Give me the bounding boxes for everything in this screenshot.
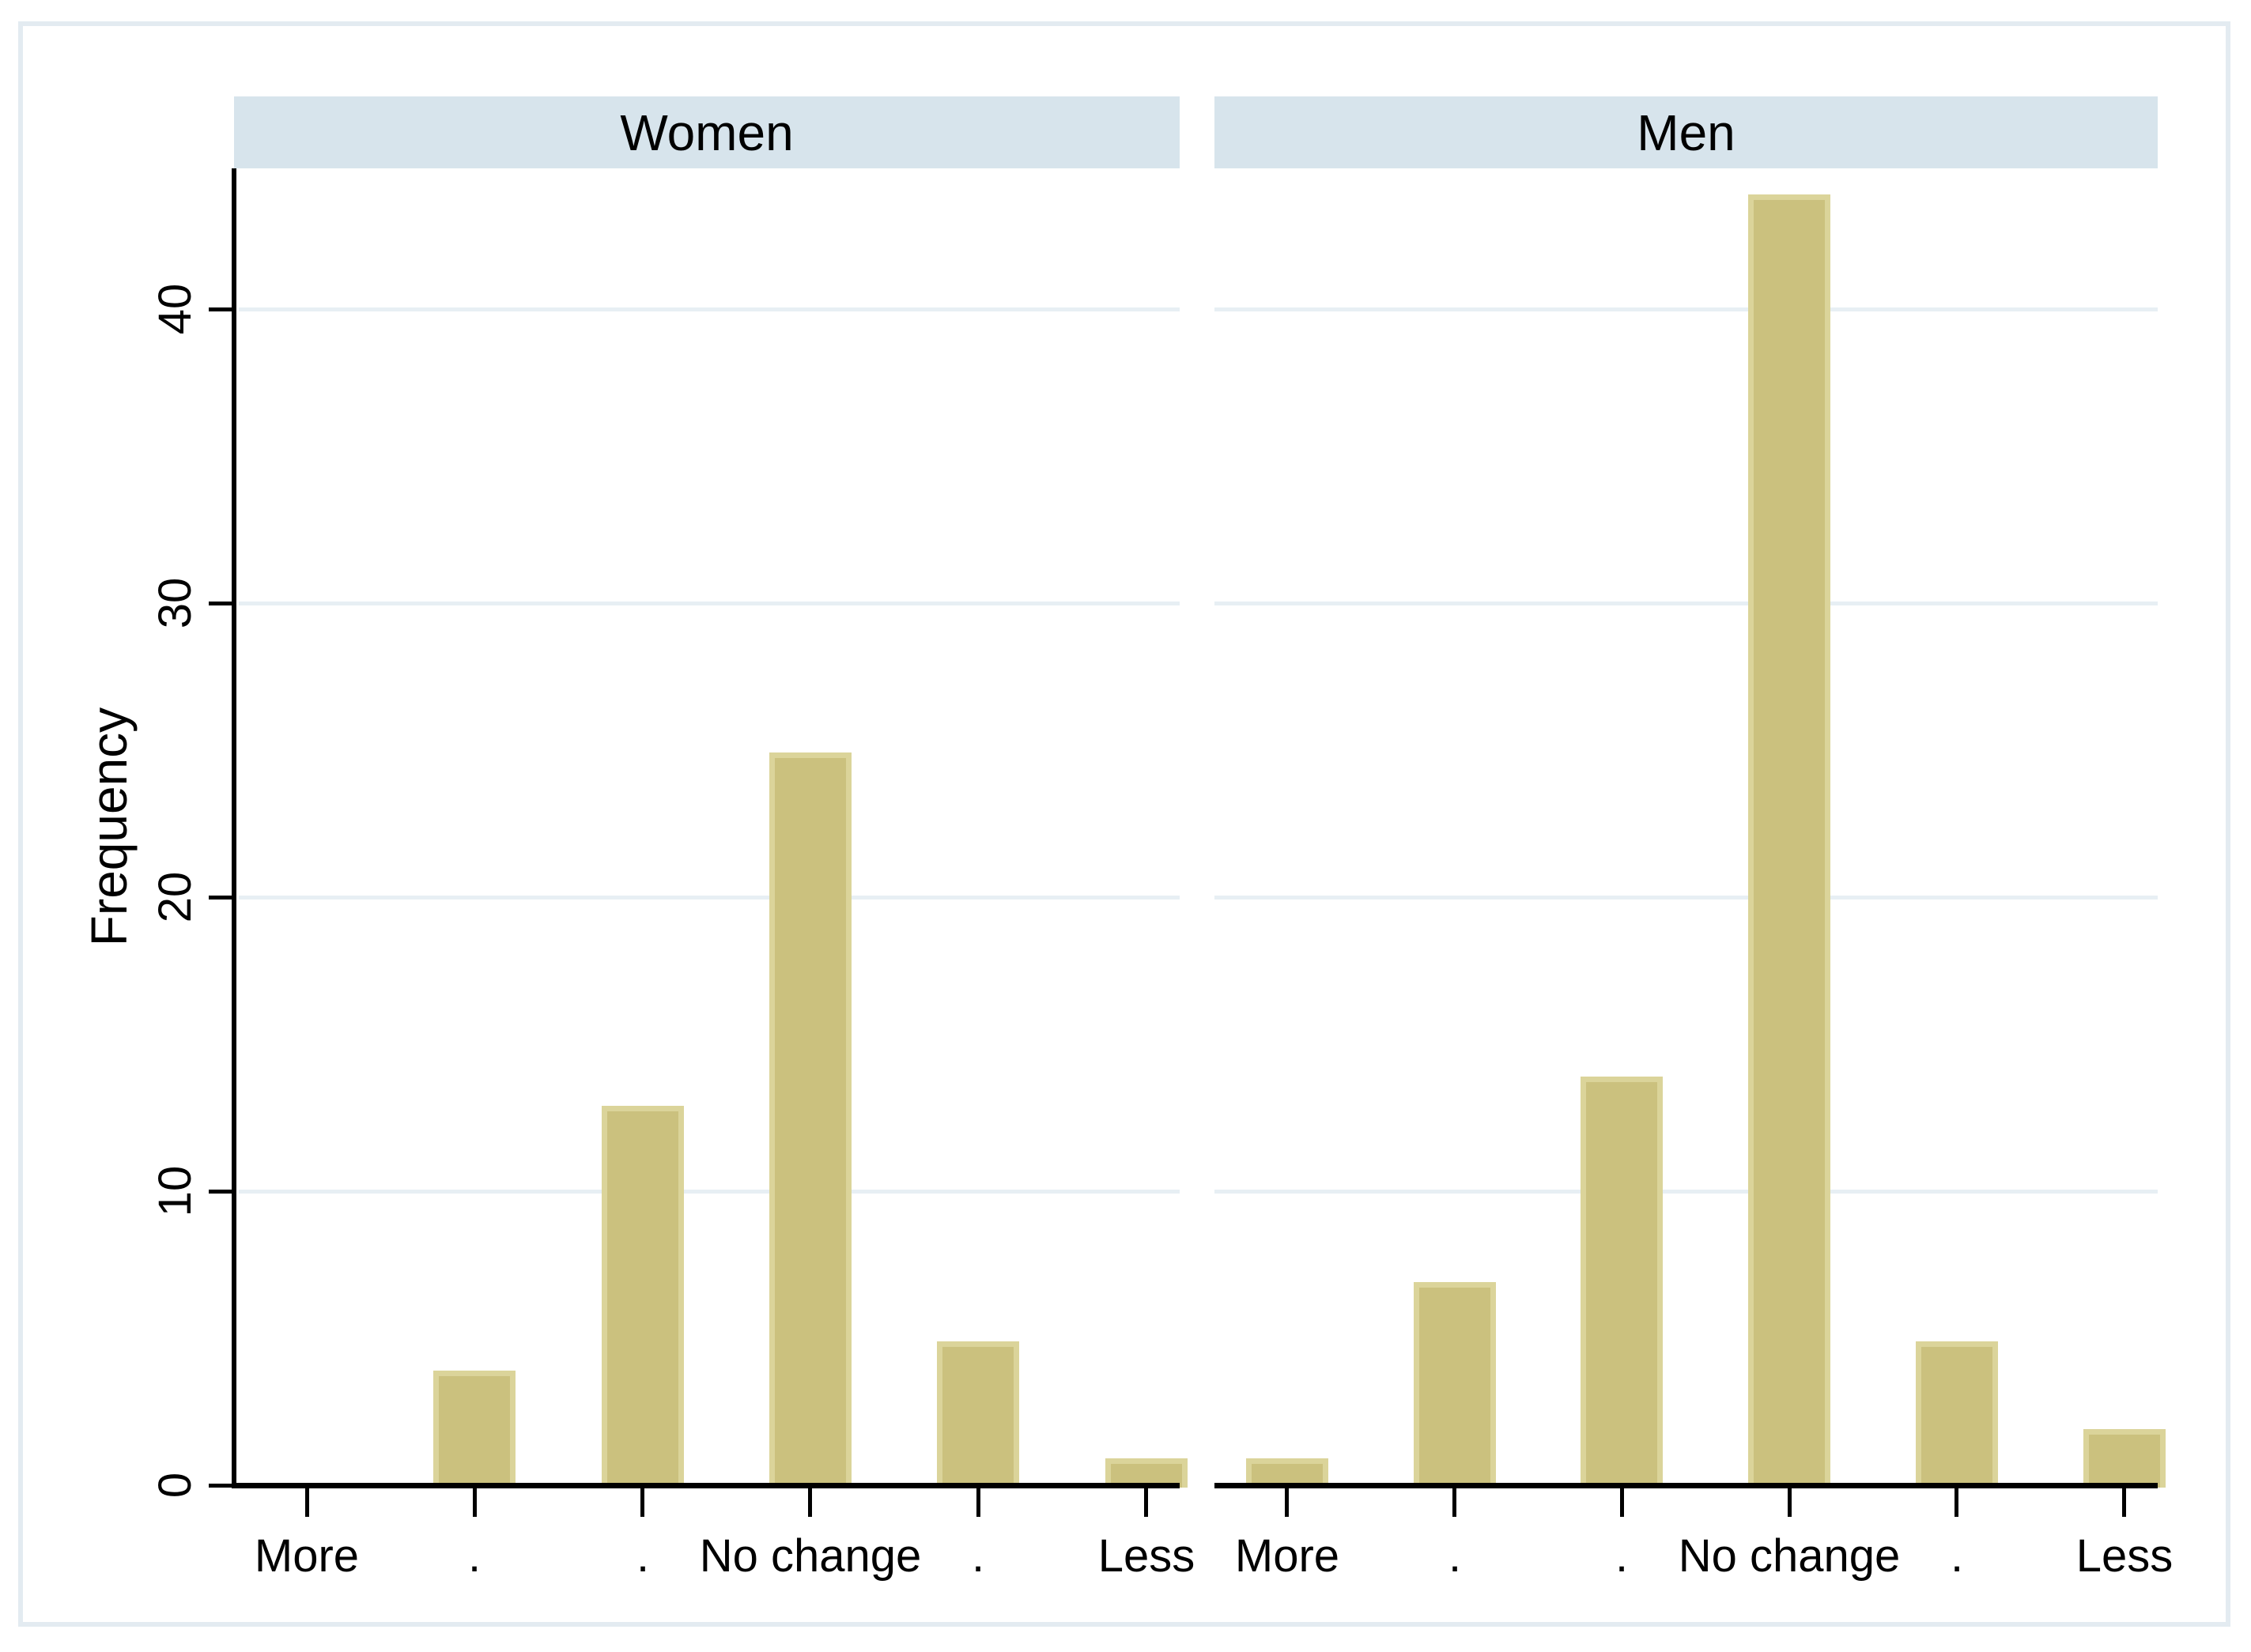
bar-women-4 [937, 1341, 1019, 1488]
x-category-label: . [467, 1530, 482, 1582]
y-tick-label: 40 [149, 283, 201, 335]
y-tick-mark [209, 1484, 234, 1488]
x-category-label: . [1950, 1530, 1964, 1582]
bar-women-3 [769, 752, 852, 1488]
x-tick-mark [808, 1488, 812, 1517]
gridline [1214, 896, 2158, 900]
x-tick-mark [976, 1488, 980, 1517]
gridline [239, 896, 1180, 900]
y-tick-mark [209, 602, 234, 605]
y-tick-mark [209, 307, 234, 311]
bar-men-0 [1246, 1458, 1328, 1488]
x-category-label: No change [699, 1530, 922, 1582]
x-category-label: Less [2075, 1530, 2174, 1582]
x-tick-mark [1788, 1488, 1792, 1517]
y-tick-mark [209, 1190, 234, 1194]
x-category-label: More [1234, 1530, 1340, 1582]
y-axis-line [232, 168, 236, 1488]
y-tick-label: 20 [149, 871, 201, 923]
panel-title: Men [1637, 104, 1735, 161]
gridline [239, 307, 1180, 311]
y-tick-label: 0 [149, 1472, 201, 1499]
x-tick-mark [305, 1488, 309, 1517]
x-axis-line [232, 1483, 1180, 1488]
x-category-label: More [254, 1530, 360, 1582]
x-tick-mark [473, 1488, 477, 1517]
gridline [1214, 307, 2158, 311]
x-category-label: . [1615, 1530, 1629, 1582]
bar-men-4 [1916, 1341, 1998, 1488]
x-category-label: . [1448, 1530, 1462, 1582]
x-category-label: . [971, 1530, 985, 1582]
x-category-label: Less [1097, 1530, 1195, 1582]
y-tick-label: 10 [149, 1165, 201, 1217]
gridline [239, 602, 1180, 605]
x-category-label: No change [1678, 1530, 1901, 1582]
x-tick-mark [2122, 1488, 2126, 1517]
y-tick-mark [209, 896, 234, 900]
x-tick-mark [1144, 1488, 1148, 1517]
panel-title-band: Women [234, 96, 1180, 168]
x-tick-mark [1620, 1488, 1624, 1517]
panel-title: Women [620, 104, 794, 161]
x-tick-mark [1452, 1488, 1456, 1517]
bar-women-1 [433, 1371, 516, 1488]
panel-title-band: Men [1214, 96, 2158, 168]
bar-women-5 [1105, 1458, 1188, 1488]
bar-women-2 [602, 1106, 684, 1488]
gridline [1214, 602, 2158, 605]
x-tick-mark [1285, 1488, 1289, 1517]
bar-men-1 [1414, 1282, 1496, 1488]
x-axis-line [1214, 1483, 2158, 1488]
figure-border [18, 21, 2230, 1627]
bar-men-3 [1748, 194, 1830, 1488]
x-tick-mark [640, 1488, 644, 1517]
x-tick-mark [1955, 1488, 1958, 1517]
gridline [239, 1190, 1180, 1194]
x-category-label: . [636, 1530, 650, 1582]
bar-men-5 [2083, 1429, 2166, 1488]
y-tick-label: 30 [149, 577, 201, 629]
gridline [1214, 1190, 2158, 1194]
bar-men-2 [1581, 1077, 1663, 1488]
y-axis-title: Frequency [81, 707, 138, 947]
